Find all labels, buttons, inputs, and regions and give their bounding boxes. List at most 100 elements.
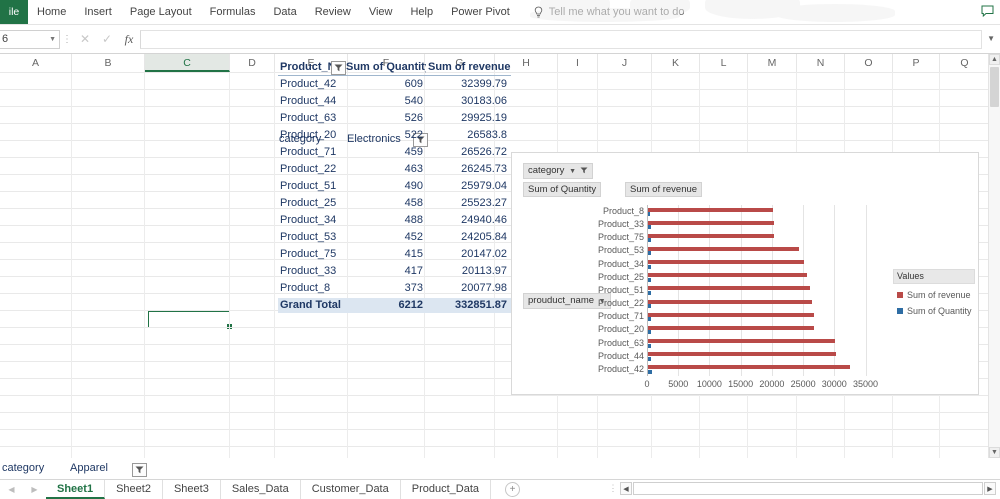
chart-bar-revenue[interactable] — [648, 233, 774, 238]
horizontal-scrollbar[interactable]: ⋮ ◀ ▶ — [606, 481, 996, 496]
add-sheet-button[interactable]: + — [505, 482, 521, 497]
ribbon-tab-help[interactable]: Help — [410, 6, 434, 18]
triangle-down-icon[interactable]: ▼ — [989, 447, 1000, 458]
column-header-l[interactable]: L — [700, 54, 748, 72]
comment-icon[interactable] — [981, 5, 994, 18]
chart-bar-revenue[interactable] — [648, 312, 814, 317]
ribbon-tab-review[interactable]: Review — [314, 6, 351, 18]
chart-bar-revenue[interactable] — [648, 325, 814, 330]
horizontal-scroll-track[interactable] — [633, 482, 983, 495]
column-header-b[interactable]: B — [72, 54, 145, 72]
chart-bar-revenue[interactable] — [648, 260, 804, 265]
ribbon-tab-power-pivot[interactable]: Power Pivot — [451, 6, 510, 18]
chart-bar-quantity[interactable] — [648, 212, 651, 216]
chart-value-button-revenue[interactable]: Sum of revenue — [625, 182, 703, 197]
column-header-k[interactable]: K — [652, 54, 700, 72]
triangle-left-icon[interactable]: ◀ — [620, 482, 632, 495]
fx-icon[interactable]: fx — [124, 31, 134, 46]
pivot-row[interactable]: Product_25 458 25523.27 — [278, 196, 511, 211]
chart-bar-revenue[interactable] — [648, 299, 812, 304]
column-header-h[interactable]: H — [495, 54, 558, 72]
chart-bar-quantity[interactable] — [648, 238, 651, 243]
chart-bar-revenue[interactable] — [648, 273, 808, 278]
chart-bar-revenue[interactable] — [648, 246, 800, 251]
vertical-scroll-thumb[interactable] — [990, 67, 999, 107]
chart-bar-quantity[interactable] — [648, 251, 651, 256]
chart-bar-quantity[interactable] — [648, 343, 652, 348]
chart-bar-revenue[interactable] — [648, 207, 774, 212]
pivot-row[interactable]: Product_71 459 26526.72 — [278, 145, 511, 160]
chart-bar-revenue[interactable] — [648, 352, 837, 357]
sheet-tab-sheet1[interactable]: Sheet1 — [46, 480, 106, 499]
chart-bar-quantity[interactable] — [648, 369, 652, 374]
triangle-right-icon[interactable]: ▶ — [984, 482, 996, 495]
chart-bar-quantity[interactable] — [648, 264, 652, 269]
pivot-row[interactable]: Product_63 526 29925.19 — [278, 111, 511, 126]
ribbon-tab-formulas[interactable]: Formulas — [209, 6, 256, 18]
pivot-row[interactable]: Product_53 452 24205.84 — [278, 230, 511, 245]
sort-filter-icon[interactable] — [331, 61, 346, 75]
pivot-row[interactable]: Product_51 490 25979.04 — [278, 179, 511, 194]
column-header-o[interactable]: O — [845, 54, 893, 72]
chart-bar-quantity[interactable] — [648, 290, 652, 295]
chart-bar-quantity[interactable] — [648, 330, 652, 335]
chart-bar-revenue[interactable] — [648, 220, 774, 225]
chart-bar-quantity[interactable] — [648, 225, 651, 230]
vertical-scrollbar[interactable]: ▲ ▼ — [988, 54, 1000, 458]
file-tab[interactable]: ile — [0, 0, 28, 24]
column-header-q[interactable]: Q — [940, 54, 990, 72]
chart-bar-revenue[interactable] — [648, 339, 835, 344]
chart-value-button-quantity[interactable]: Sum of Quantity — [523, 182, 602, 197]
pivot-row[interactable]: Product_33 417 20113.97 — [278, 264, 511, 279]
name-box[interactable]: 6 ▼ — [0, 29, 60, 49]
chart-axis-button-product-name[interactable]: prouduct_name ▼ — [523, 293, 611, 309]
chart-bar-quantity[interactable] — [648, 356, 652, 361]
sheet-tab-sales-data[interactable]: Sales_Data — [221, 480, 301, 499]
pivot-row[interactable]: Product_34 488 24940.46 — [278, 213, 511, 228]
column-header-i[interactable]: I — [558, 54, 598, 72]
pivot-row[interactable]: Product_8 373 20077.98 — [278, 281, 511, 296]
expand-formula-bar-icon[interactable]: ▼ — [987, 34, 995, 43]
column-header-f[interactable]: F — [348, 54, 425, 72]
column-header-g[interactable]: G — [425, 54, 495, 72]
column-header-d[interactable]: D — [230, 54, 275, 72]
ribbon-tab-insert[interactable]: Insert — [84, 6, 112, 18]
legend-item-quantity[interactable]: Sum of Quantity — [893, 306, 975, 316]
pivot-row[interactable]: Product_75 415 20147.02 — [278, 247, 511, 262]
chevron-down-icon[interactable]: ▼ — [49, 35, 56, 43]
pivot-row[interactable]: Product_42 609 32399.79 — [278, 77, 511, 92]
chart-bar-quantity[interactable] — [648, 277, 651, 282]
active-cell[interactable] — [148, 311, 230, 328]
column-header-p[interactable]: P — [893, 54, 940, 72]
chevron-left-icon[interactable]: ◀ — [8, 485, 15, 494]
chart-bar-revenue[interactable] — [648, 286, 811, 291]
ribbon-tab-view[interactable]: View — [368, 6, 393, 18]
formula-input[interactable] — [140, 29, 982, 49]
sheet-tab-sheet2[interactable]: Sheet2 — [105, 480, 163, 499]
ribbon-tab-home[interactable]: Home — [37, 6, 67, 18]
column-header-a[interactable]: A — [0, 54, 72, 72]
column-header-c[interactable]: C — [145, 54, 230, 72]
ribbon-tab-data[interactable]: Data — [273, 6, 297, 18]
sheet-tab-customer-data[interactable]: Customer_Data — [301, 480, 401, 499]
check-icon[interactable]: ✓ — [101, 32, 113, 46]
ribbon-tab-page-layout[interactable]: Page Layout — [129, 6, 192, 18]
chart-bar-quantity[interactable] — [648, 317, 651, 322]
filter-applied-icon[interactable] — [132, 463, 147, 477]
pivot-row[interactable]: Product_20 522 26583.8 — [278, 128, 511, 143]
chart-bar-revenue[interactable] — [648, 365, 851, 370]
sheet-nav-arrows[interactable]: ◀ ▶ — [0, 485, 46, 494]
tell-me-box[interactable]: Tell me what you want to do — [533, 6, 685, 19]
sheet-tab-product-data[interactable]: Product_Data — [401, 480, 492, 499]
chart-bar-quantity[interactable] — [648, 304, 651, 309]
sheet-tab-sheet3[interactable]: Sheet3 — [163, 480, 221, 499]
legend-item-revenue[interactable]: Sum of revenue — [893, 290, 975, 300]
column-header-n[interactable]: N — [797, 54, 845, 72]
cancel-icon[interactable]: ✕ — [79, 32, 91, 46]
pivot-row[interactable]: Product_44 540 30183.06 — [278, 94, 511, 109]
pivot-chart[interactable]: category ▼ Sum of Quantity Sum of revenu… — [511, 152, 979, 395]
chart-filter-button-category[interactable]: category ▼ — [523, 163, 593, 179]
column-header-m[interactable]: M — [748, 54, 797, 72]
filter-applied-icon[interactable] — [413, 133, 428, 147]
pivot-row[interactable]: Product_22 463 26245.73 — [278, 162, 511, 177]
